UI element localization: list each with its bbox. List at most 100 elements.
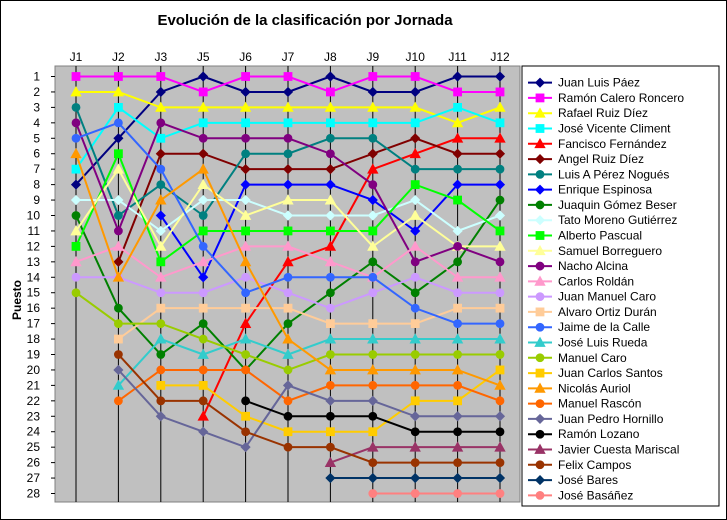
data-point	[410, 164, 420, 174]
data-point	[495, 303, 505, 313]
legend-swatch-marker	[535, 460, 545, 470]
data-point	[495, 458, 505, 468]
data-point	[494, 179, 506, 190]
legend-item: Enrique Espinosa	[528, 183, 652, 197]
data-point	[114, 211, 123, 220]
data-point	[155, 194, 167, 205]
legend-item: José Basáñez	[528, 488, 633, 502]
legend-swatch-marker	[535, 322, 545, 332]
data-point	[410, 396, 420, 406]
chart-title: Evolución de la clasificación por Jornad…	[157, 12, 453, 29]
series-17	[112, 333, 506, 390]
data-point	[494, 271, 506, 282]
data-point	[325, 210, 336, 221]
data-point	[368, 133, 378, 143]
legend-swatch-marker	[534, 275, 546, 286]
legend-swatch-marker	[535, 231, 545, 240]
data-point	[368, 427, 378, 437]
data-point	[451, 441, 464, 452]
data-point	[410, 489, 420, 498]
data-point	[155, 210, 166, 221]
data-point	[155, 411, 166, 422]
data-point	[71, 272, 81, 282]
data-point	[495, 427, 505, 437]
data-point	[71, 72, 81, 81]
legend-swatch-marker	[534, 137, 546, 149]
data-point	[325, 226, 335, 236]
data-point	[410, 272, 420, 282]
data-point	[410, 427, 420, 437]
data-point	[368, 489, 378, 498]
legend-swatch-marker	[534, 413, 546, 424]
data-point	[240, 442, 251, 453]
legend-label: Juan Pedro Hornillo	[558, 412, 664, 426]
legend-item: Rafael Ruiz Díez	[528, 106, 648, 120]
legend-label: Rafael Ruiz Díez	[558, 106, 648, 120]
series-line	[117, 353, 500, 464]
series-line	[117, 369, 500, 449]
series-line	[202, 137, 500, 417]
data-point	[453, 288, 463, 298]
data-point	[198, 194, 209, 206]
data-point	[114, 334, 123, 344]
data-point	[495, 87, 505, 97]
data-point	[155, 240, 167, 251]
series-2	[70, 86, 506, 128]
data-point	[367, 210, 378, 221]
data-point	[112, 379, 125, 390]
data-point	[282, 380, 294, 391]
data-point	[495, 350, 505, 359]
legend-label: Juan Manuel Caro	[558, 290, 656, 304]
series-6	[71, 102, 505, 220]
data-point	[155, 271, 167, 282]
data-point	[283, 226, 293, 236]
data-point	[325, 149, 335, 159]
y-tick-label: 26	[27, 456, 41, 470]
data-point	[239, 240, 252, 251]
data-point	[240, 86, 251, 98]
data-point	[112, 86, 125, 97]
data-point	[112, 271, 125, 282]
legend-label: Juan Carlos Santos	[558, 366, 663, 380]
legend-item: Juan Manuel Caro	[528, 290, 656, 304]
data-point	[367, 333, 379, 344]
data-point	[451, 132, 464, 143]
series-4	[197, 132, 506, 421]
legend-swatch-marker	[535, 353, 545, 363]
legend-swatch-marker	[534, 77, 546, 88]
y-tick-label: 27	[27, 471, 41, 485]
data-point	[325, 288, 335, 298]
data-point	[494, 333, 506, 344]
legend-item: José Vicente Climent	[528, 122, 671, 136]
y-tick-label: 28	[27, 487, 41, 501]
data-point	[409, 147, 421, 159]
data-point	[71, 102, 81, 112]
y-tick-label: 15	[27, 286, 41, 300]
data-point	[494, 411, 506, 422]
series-24	[324, 441, 506, 468]
data-point	[112, 240, 125, 251]
data-point	[367, 194, 378, 206]
data-point	[409, 209, 421, 220]
data-point	[113, 194, 124, 206]
data-point	[368, 319, 378, 329]
data-point	[114, 72, 123, 81]
legend-item: Samuel Borreguero	[528, 244, 662, 258]
series-23	[241, 396, 505, 437]
y-tick-label: 13	[27, 255, 41, 269]
data-point	[241, 226, 251, 236]
legend-label: Ramón Calero Roncero	[558, 91, 684, 105]
legend-item: Luis A Pérez Nogués	[528, 167, 669, 181]
data-point	[70, 179, 82, 190]
data-point	[368, 411, 378, 421]
data-point	[156, 257, 166, 267]
legend-label: Jaime de la Calle	[558, 320, 650, 334]
y-tick-label: 23	[27, 409, 41, 423]
data-point	[197, 163, 209, 174]
data-point	[241, 72, 251, 81]
data-point	[324, 240, 337, 251]
data-point	[71, 164, 81, 174]
data-point	[495, 288, 505, 298]
data-point	[283, 319, 293, 329]
